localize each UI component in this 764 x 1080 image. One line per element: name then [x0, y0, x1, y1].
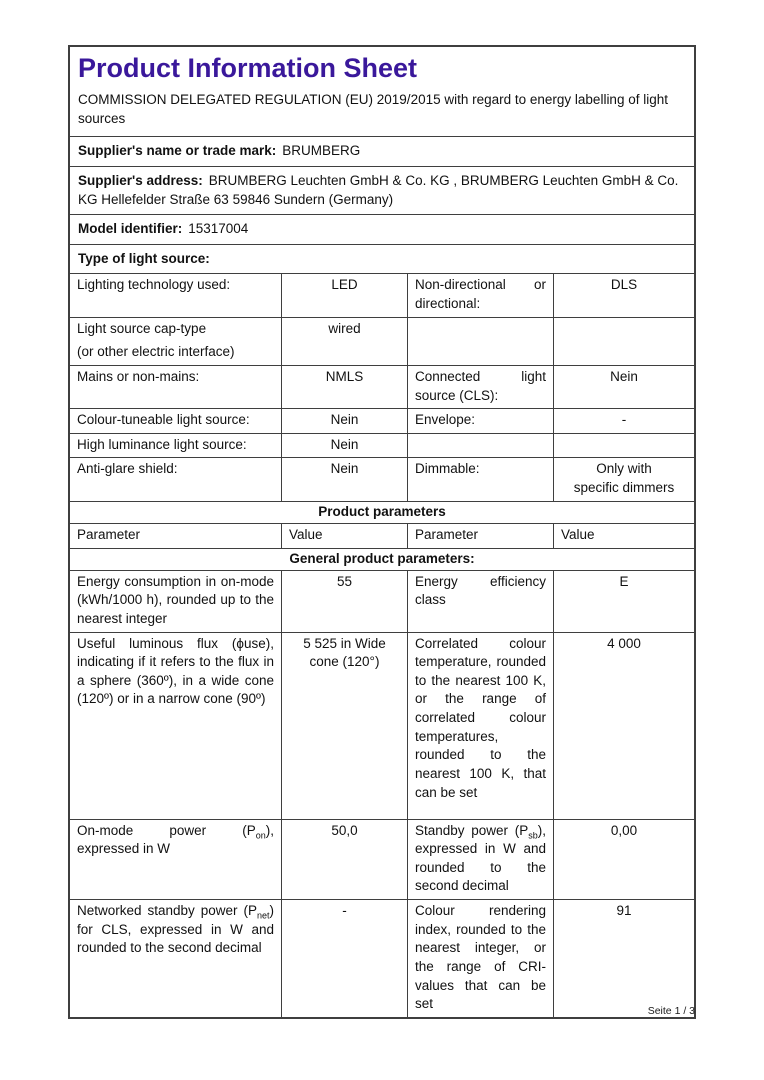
- param-label: [407, 433, 553, 458]
- param-value: Nein: [281, 458, 407, 501]
- onmode-subscript: on: [255, 830, 266, 841]
- param-value: [553, 433, 694, 458]
- table-row: Light source cap-type (or other electric…: [70, 316, 694, 365]
- table-row: Colour-tuneable light source: Nein Envel…: [70, 408, 694, 433]
- param-value: DLS: [553, 274, 694, 317]
- param-label: Networked standby power (Pnet) for CLS, …: [70, 900, 281, 1017]
- param-label: Standby power (Psb), expressed in W and …: [407, 819, 553, 900]
- table-row: High luminance light source: Nein: [70, 432, 694, 458]
- param-value: Nein: [553, 365, 694, 409]
- standby-label-post: ), expressed in W and rounded to the sec…: [415, 822, 546, 894]
- param-label: Correlated colour temperature, rounded t…: [407, 632, 553, 819]
- cap-type-line1: Light source cap-type: [77, 320, 207, 336]
- param-label: Anti-glare shield:: [77, 461, 178, 477]
- regulation-subtitle: COMMISSION DELEGATED REGULATION (EU) 201…: [78, 92, 668, 126]
- param-label: Energy consumption in on-mode (kWh/1000 …: [77, 573, 274, 626]
- param-value: 55: [281, 570, 407, 632]
- type-of-light-source-row: Type of light source:: [70, 243, 694, 274]
- model-identifier-value: 15317004: [188, 221, 249, 237]
- page-number: Seite 1 / 3: [647, 1005, 695, 1017]
- param-label: Light source cap-type (or other electric…: [70, 318, 281, 365]
- product-information-sheet: Product Information Sheet COMMISSION DEL…: [68, 45, 696, 1019]
- column-header: Parameter: [77, 526, 141, 542]
- networked-label-pre: Networked standby power (P: [77, 903, 257, 919]
- param-label: Lighting technology used:: [77, 277, 231, 293]
- param-value: Nein: [281, 433, 407, 458]
- networked-label-post: ) for CLS, expressed in W and rounded to…: [77, 903, 274, 956]
- param-value: 5 525 in Wide cone (120°): [281, 632, 407, 819]
- table-row: Anti-glare shield: Nein Dimmable: Only w…: [70, 457, 694, 501]
- general-product-parameters-header: General product parameters:: [70, 547, 694, 570]
- supplier-name-value: BRUMBERG: [282, 143, 361, 159]
- model-identifier-label: Model identifier:: [78, 221, 183, 237]
- param-value: Only with specific dimmers: [553, 458, 694, 501]
- table-row: Mains or non-mains: NMLS Connected light…: [70, 364, 694, 409]
- dimmable-value: Only with specific dimmers: [573, 461, 675, 496]
- column-header: Value: [553, 523, 694, 548]
- param-value: NMLS: [281, 365, 407, 409]
- param-label: On-mode power (Pon), expressed in W: [70, 820, 281, 900]
- param-value: Nein: [281, 409, 407, 433]
- param-value: wired: [281, 317, 407, 365]
- param-label: Non-directional or directional:: [407, 274, 553, 317]
- title-block: Product Information Sheet COMMISSION DEL…: [70, 47, 694, 136]
- onmode-label-post: ), expressed in W: [77, 822, 274, 857]
- param-value: 50,0: [281, 819, 407, 900]
- model-identifier-row: Model identifier: 15317004: [70, 214, 694, 244]
- standby-subscript: sb: [528, 830, 538, 841]
- column-header-row: Parameter Value Parameter Value: [70, 522, 694, 548]
- supplier-address-row: Supplier's address: BRUMBERG Leuchten Gmb…: [70, 165, 694, 214]
- param-label: Mains or non-mains:: [77, 368, 200, 384]
- param-value: -: [553, 409, 694, 433]
- supplier-name-row: Supplier's name or trade mark: BRUMBERG: [70, 136, 694, 166]
- param-value: E: [553, 570, 694, 632]
- param-label: Connected light source (CLS):: [407, 365, 553, 409]
- table-row: On-mode power (Pon), expressed in W 50,0…: [70, 818, 694, 900]
- onmode-label-pre: On-mode power (P: [77, 822, 256, 838]
- table-row: Energy consumption in on-mode (kWh/1000 …: [70, 569, 694, 632]
- param-value: -: [281, 900, 407, 1017]
- param-label: Energy efficiency class: [407, 570, 553, 632]
- page-title: Product Information Sheet: [78, 53, 418, 83]
- param-label: Useful luminous flux (ϕuse), indicating …: [77, 635, 274, 707]
- table-row: Useful luminous flux (ϕuse), indicating …: [70, 631, 694, 819]
- param-value: 0,00: [553, 819, 694, 900]
- supplier-address-label: Supplier's address:: [78, 172, 203, 188]
- param-label: Colour-tuneable light source:: [77, 412, 250, 428]
- param-value: 4 000: [553, 632, 694, 819]
- cap-type-line2: (or other electric interface): [77, 344, 235, 360]
- column-header: Value: [281, 523, 407, 548]
- standby-label-pre: Standby power (P: [415, 822, 529, 838]
- param-label: Envelope:: [407, 409, 553, 433]
- table-row: Networked standby power (Pnet) for CLS, …: [70, 899, 694, 1017]
- param-label: [407, 317, 553, 365]
- supplier-address-value: BRUMBERG Leuchten GmbH & Co. KG , BRUMBE…: [78, 172, 679, 207]
- param-label: High luminance light source:: [77, 436, 247, 452]
- table-row: Lighting technology used: LED Non-direct…: [70, 273, 694, 317]
- param-value: [553, 317, 694, 365]
- param-label: Colour rendering index, rounded to the n…: [407, 900, 553, 1017]
- column-header: Parameter: [407, 523, 553, 548]
- param-value: 91: [553, 900, 694, 1017]
- product-parameters-header: Product parameters: [70, 500, 694, 523]
- networked-subscript: net: [256, 910, 270, 921]
- supplier-name-label: Supplier's name or trade mark:: [78, 143, 277, 159]
- param-label: Dimmable:: [407, 458, 553, 501]
- param-value: LED: [281, 274, 407, 317]
- type-of-light-source-label: Type of light source:: [78, 250, 210, 266]
